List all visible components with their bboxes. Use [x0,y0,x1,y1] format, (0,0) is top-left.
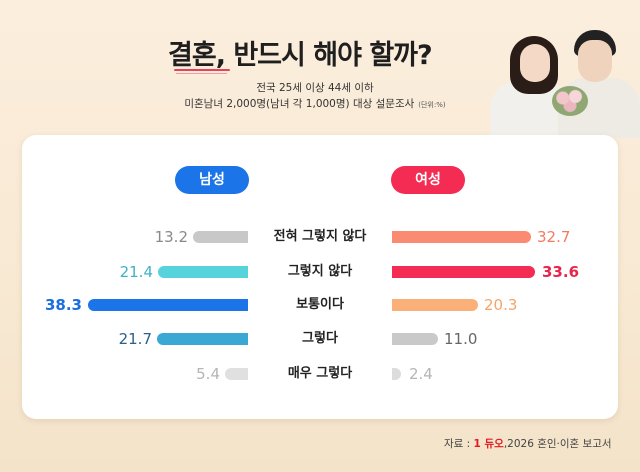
female-value: 2.4 [409,365,433,383]
male-bar [193,231,248,243]
duo-logo: 1 듀오 [473,438,504,450]
female-value: 20.3 [484,296,518,314]
category-label: 그렇다 [302,331,338,346]
chart-row: 21.7 그렇다 11.0 [22,329,618,349]
title-highlight: 결혼 [168,40,217,71]
source-suffix: ,2026 혼인·이혼 보고서 [503,438,612,450]
subtitle-line-2: 미혼남녀 2,000명(남녀 각 1,000명) 대상 설문조사 [184,98,415,110]
bouquet-icon [552,86,588,116]
legend-female: 여성 [391,166,465,194]
male-value: 21.7 [118,330,152,348]
male-value: 38.3 [44,296,82,314]
female-bar [392,368,401,380]
male-bar [88,299,248,311]
male-value: 21.4 [119,263,153,281]
title-rest: , 반드시 해야 할까? [215,40,433,71]
chart-subtitle: 전국 25세 이상 44세 이하 미혼남녀 2,000명(남녀 각 1,000명… [150,80,480,113]
chart-row: 13.2 전혀 그렇지 않다 32.7 [22,227,618,247]
female-bar [392,266,535,278]
header: 결혼, 반드시 해야 할까? 전국 25세 이상 44세 이하 미혼남녀 2,0… [0,0,640,138]
subtitle-line-1: 전국 25세 이상 44세 이하 [256,82,374,94]
male-value: 5.4 [196,365,220,383]
couple-photo [480,8,640,138]
chart-title: 결혼, 반드시 해야 할까? [168,33,433,72]
source-note: 자료 : 1 듀오,2026 혼인·이혼 보고서 [444,436,612,451]
male-bar [157,333,248,345]
unit-label: (단위:%) [418,101,446,109]
male-value: 13.2 [154,228,188,246]
category-label: 전혀 그렇지 않다 [273,229,367,244]
male-bar [158,266,248,278]
chart-row: 5.4 매우 그렇다 2.4 [22,364,618,384]
woman-face [520,44,550,82]
legend-male: 남성 [175,166,249,194]
category-label: 매우 그렇다 [287,366,353,381]
male-bar [225,368,248,380]
female-bar [392,231,531,243]
chart-row: 38.3 보통이다 20.3 [22,295,618,315]
source-prefix: 자료 : [444,438,474,450]
female-value: 33.6 [542,263,580,281]
category-label: 그렇지 않다 [287,264,353,279]
chart-card: 남성 여성 13.2 전혀 그렇지 않다 32.7 21.4 그렇지 않다 33… [22,135,618,419]
man-face [578,40,612,82]
female-value: 11.0 [444,330,478,348]
female-bar [392,299,478,311]
female-bar [392,333,438,345]
chart-row: 21.4 그렇지 않다 33.6 [22,262,618,282]
title-underline [174,69,230,75]
category-label: 보통이다 [296,297,344,312]
female-value: 32.7 [537,228,571,246]
